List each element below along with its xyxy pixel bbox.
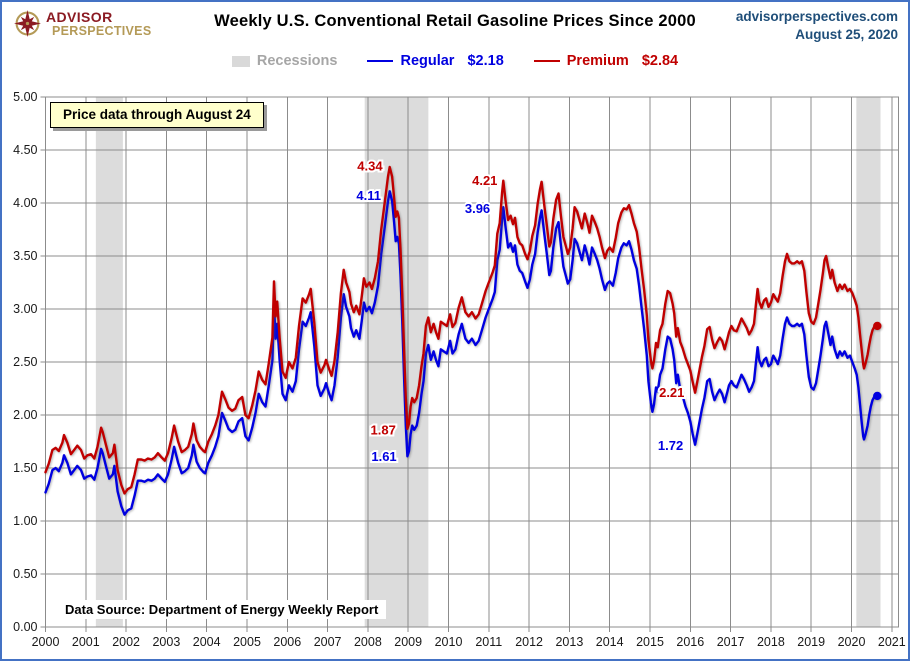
legend-item-recessions: Recessions xyxy=(231,53,338,69)
y-tick-label: 2.50 xyxy=(13,355,37,369)
x-tick-label: 2011 xyxy=(475,635,502,649)
y-tick-label: 0.00 xyxy=(13,620,37,634)
site-url: advisorperspectives.com xyxy=(735,9,898,24)
x-tick-label: 2012 xyxy=(515,635,543,649)
x-tick-label: 2017 xyxy=(717,635,745,649)
y-tick-label: 1.50 xyxy=(13,461,37,475)
x-tick-label: 2010 xyxy=(435,635,463,649)
x-tick-label: 2001 xyxy=(72,635,100,649)
data-source-note: Data Source: Department of Energy Weekly… xyxy=(57,600,387,619)
y-tick-label: 0.50 xyxy=(13,567,37,581)
y-tick-label: 4.00 xyxy=(13,196,37,210)
recession-swatch-icon xyxy=(231,55,250,67)
price-annotation: 4.34 xyxy=(357,158,383,173)
x-tick-label: 2008 xyxy=(354,635,382,649)
regular-price-line xyxy=(44,190,879,516)
legend: Recessions Regular $2.18 Premium $2.84 xyxy=(2,53,908,69)
y-tick-label: 1.00 xyxy=(13,514,37,528)
x-tick-label: 2007 xyxy=(314,635,342,649)
price-annotation: 3.96 xyxy=(465,201,490,216)
regular-line-swatch-icon xyxy=(367,60,394,62)
x-tick-label: 2002 xyxy=(112,635,140,649)
y-tick-label: 4.50 xyxy=(13,143,37,157)
logo-perspectives: PERSPECTIVES xyxy=(52,24,152,38)
x-tick-label: 2020 xyxy=(838,635,866,649)
x-tick-label: 2018 xyxy=(757,635,785,649)
x-tick-label: 2015 xyxy=(636,635,664,649)
y-tick-label: 5.00 xyxy=(13,90,37,104)
compass-icon xyxy=(14,10,41,38)
legend-regular-label: Regular xyxy=(400,53,455,69)
x-tick-label: 2005 xyxy=(233,635,261,649)
price-annotation: 1.87 xyxy=(371,422,396,437)
price-annotation: 4.11 xyxy=(356,188,381,203)
premium-end-dot xyxy=(873,321,882,331)
page-title: Weekly U.S. Conventional Retail Gasoline… xyxy=(214,12,696,30)
legend-premium-value: $2.84 xyxy=(641,53,679,69)
report-date: August 25, 2020 xyxy=(795,26,898,42)
regular-end-dot xyxy=(873,391,882,401)
x-tick-label: 2016 xyxy=(676,635,704,649)
x-tick-label: 2021 xyxy=(878,635,906,649)
x-tick-label: 2004 xyxy=(193,635,221,649)
legend-item-regular: Regular $2.18 xyxy=(367,53,504,69)
x-tick-label: 2000 xyxy=(32,635,60,649)
legend-item-premium: Premium $2.84 xyxy=(533,53,679,69)
price-annotation: 2.21 xyxy=(659,385,684,400)
legend-recessions-label: Recessions xyxy=(256,53,338,69)
x-tick-label: 2014 xyxy=(596,635,624,649)
legend-premium-label: Premium xyxy=(566,53,629,69)
advisor-perspectives-logo: ADVISOR PERSPECTIVES xyxy=(14,10,151,38)
x-tick-label: 2013 xyxy=(555,635,583,649)
y-tick-label: 2.00 xyxy=(13,408,37,422)
price-annotation: 4.21 xyxy=(472,173,497,188)
logo-text: ADVISOR PERSPECTIVES xyxy=(46,10,151,38)
x-tick-label: 2003 xyxy=(152,635,180,649)
price-annotation: 1.72 xyxy=(658,438,683,453)
premium-line-swatch-icon xyxy=(533,60,560,62)
logo-advisor: ADVISOR xyxy=(46,9,113,25)
y-tick-label: 3.50 xyxy=(13,249,37,263)
legend-regular-value: $2.18 xyxy=(467,53,504,69)
premium-price-line xyxy=(44,165,879,495)
price-annotation: 1.61 xyxy=(371,449,396,464)
y-tick-label: 3.00 xyxy=(13,302,37,316)
price-data-callout: Price data through August 24 xyxy=(50,102,264,128)
x-tick-label: 2009 xyxy=(394,635,422,649)
x-tick-label: 2019 xyxy=(797,635,825,649)
site-date-block: advisorperspectives.com August 25, 2020 xyxy=(736,8,898,43)
x-tick-label: 2006 xyxy=(273,635,301,649)
